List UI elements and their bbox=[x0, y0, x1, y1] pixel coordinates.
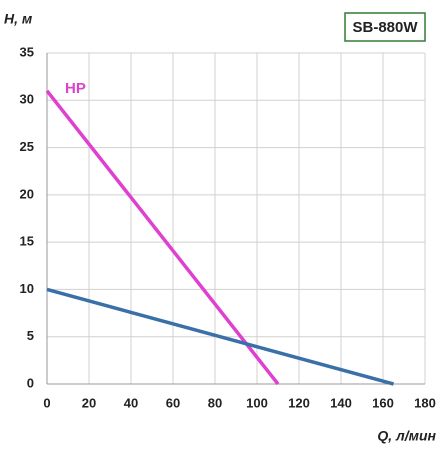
series-line bbox=[46, 287, 394, 386]
y-tick-label: 25 bbox=[20, 139, 34, 154]
x-tick-label: 120 bbox=[288, 395, 310, 410]
x-tick-label: 140 bbox=[330, 395, 352, 410]
x-tick-label: 180 bbox=[414, 395, 436, 410]
title-box bbox=[344, 12, 426, 42]
y-tick-label: 20 bbox=[20, 186, 34, 201]
y-tick-label: 15 bbox=[20, 234, 34, 249]
y-axis-label: H, м bbox=[4, 11, 33, 27]
series-line bbox=[45, 89, 280, 386]
x-tick-label: 80 bbox=[208, 395, 222, 410]
x-tick-label: 40 bbox=[124, 395, 138, 410]
x-tick-label: 100 bbox=[246, 395, 268, 410]
chart-title: SB-880W bbox=[352, 19, 418, 36]
x-tick-label: 60 bbox=[166, 395, 180, 410]
y-tick-label: 10 bbox=[20, 281, 34, 296]
y-tick-label: 0 bbox=[27, 375, 34, 390]
y-tick-label: 30 bbox=[20, 92, 34, 107]
y-tick-label: 5 bbox=[27, 328, 34, 343]
series-label: HP bbox=[65, 80, 86, 97]
x-tick-label: 0 bbox=[43, 395, 50, 410]
x-axis-label: Q, л/мин bbox=[377, 428, 436, 444]
x-tick-label: 160 bbox=[372, 395, 394, 410]
x-tick-label: 20 bbox=[82, 395, 96, 410]
y-tick-label: 35 bbox=[20, 44, 34, 59]
